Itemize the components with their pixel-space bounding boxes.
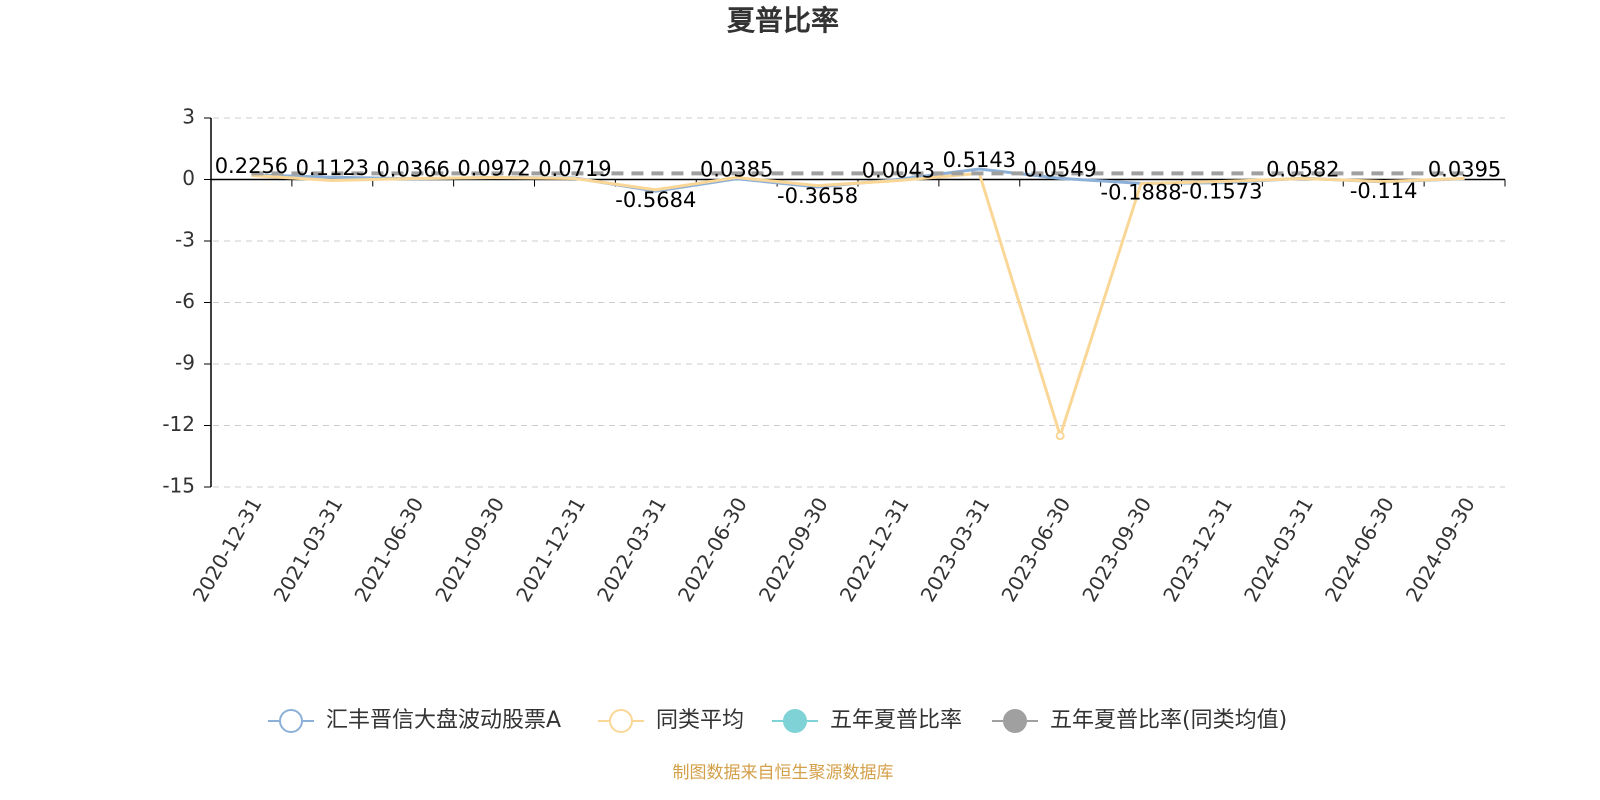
marker <box>1055 431 1065 441</box>
data-label: 0.0719 <box>538 157 611 181</box>
data-label: 0.0385 <box>700 158 773 182</box>
data-label: -0.3658 <box>777 184 858 208</box>
legend-label: 五年夏普比率(同类均值) <box>1050 708 1287 733</box>
chart-title: 夏普比率 <box>727 4 839 37</box>
x-tick-label: 2022-06-30 <box>673 493 752 606</box>
x-tick-label: 2023-06-30 <box>996 493 1075 606</box>
x-tick-label: 2022-09-30 <box>754 493 833 606</box>
x-tick-label: 2024-03-31 <box>1239 493 1318 606</box>
data-label: 0.2256 <box>215 154 288 178</box>
data-label: 0.0972 <box>457 157 530 181</box>
y-tick-label: -6 <box>175 289 195 313</box>
x-tick-label: 2021-03-31 <box>269 493 348 606</box>
data-label: -0.114 <box>1350 179 1418 203</box>
legend-marker <box>1003 709 1027 733</box>
y-tick-label: -12 <box>162 412 195 436</box>
data-label: 0.0582 <box>1266 157 1339 181</box>
legend-marker <box>609 709 633 733</box>
legend-marker <box>279 709 303 733</box>
x-tick-label: 2021-09-30 <box>430 493 509 606</box>
y-tick-label: -9 <box>175 351 195 375</box>
legend-label: 汇丰晋信大盘波动股票A <box>326 708 561 733</box>
x-tick-label: 2020-12-31 <box>188 493 267 606</box>
y-tick-label: -15 <box>162 474 195 498</box>
y-tick-label: 0 <box>182 166 195 190</box>
series-line <box>251 171 1465 438</box>
y-tick-label: 3 <box>182 105 195 129</box>
x-tick-label: 2024-06-30 <box>1320 493 1399 606</box>
data-label: -0.1888 <box>1101 180 1182 204</box>
legend-label: 同类平均 <box>656 708 744 733</box>
data-label: 0.5143 <box>943 148 1016 172</box>
y-tick-label: -3 <box>175 228 195 252</box>
x-tick-label: 2023-12-31 <box>1158 493 1237 606</box>
data-label: -0.5684 <box>615 188 696 212</box>
data-label: -0.1573 <box>1181 180 1262 204</box>
x-tick-label: 2021-12-31 <box>511 493 590 606</box>
x-tick-label: 2024-09-30 <box>1401 493 1480 606</box>
data-label: 0.0549 <box>1023 157 1096 181</box>
x-tick-label: 2022-12-31 <box>835 493 914 606</box>
x-tick-label: 2021-06-30 <box>349 493 428 606</box>
x-tick-label: 2023-03-31 <box>916 493 995 606</box>
data-label: 0.0366 <box>376 158 449 182</box>
data-label: 0.0043 <box>862 158 935 182</box>
x-tick-label: 2023-09-30 <box>1077 493 1156 606</box>
x-tick-label: 2022-03-31 <box>592 493 671 606</box>
data-label: 0.0395 <box>1428 158 1501 182</box>
source-note: 制图数据来自恒生聚源数据库 <box>673 763 894 783</box>
data-label: 0.1123 <box>296 156 369 180</box>
legend-marker <box>783 709 807 733</box>
legend-label: 五年夏普比率 <box>830 708 962 733</box>
